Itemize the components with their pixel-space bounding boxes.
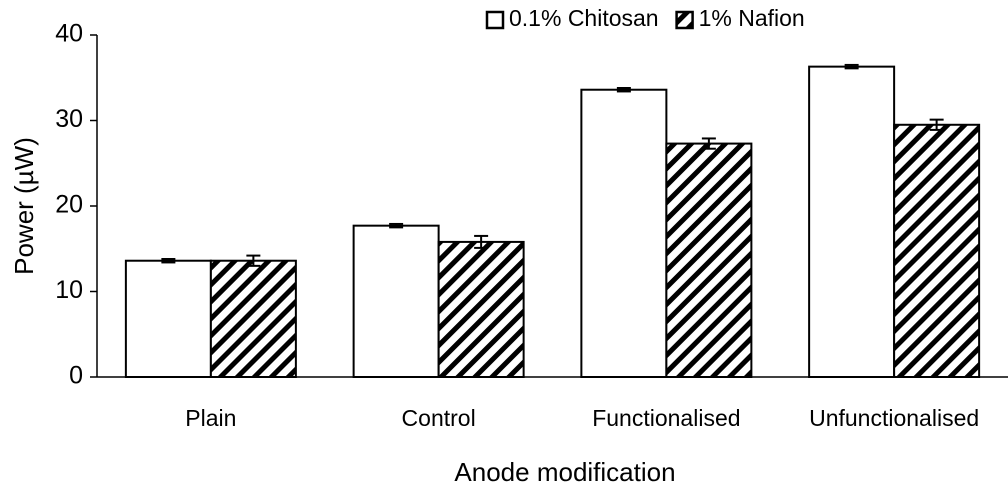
x-tick-label: Functionalised bbox=[592, 405, 740, 431]
bar bbox=[580, 88, 668, 378]
bar bbox=[665, 142, 753, 378]
bar bbox=[352, 224, 440, 378]
error-bar bbox=[701, 137, 716, 150]
error-bar bbox=[844, 63, 859, 70]
error-bar bbox=[246, 254, 261, 267]
bar bbox=[808, 65, 896, 378]
error-bar bbox=[929, 118, 944, 131]
y-tick-label: 40 bbox=[55, 20, 83, 48]
legend-swatch bbox=[675, 10, 694, 30]
y-tick-label: 30 bbox=[55, 105, 83, 133]
x-tick-label: Control bbox=[402, 405, 476, 431]
y-axis-label: Power (µW) bbox=[9, 137, 39, 275]
bar bbox=[437, 240, 525, 378]
legend-swatch bbox=[485, 10, 505, 30]
bar bbox=[209, 259, 297, 378]
bar bbox=[893, 123, 981, 379]
error-bar bbox=[161, 258, 176, 264]
error-bar bbox=[474, 234, 489, 249]
error-bar bbox=[616, 87, 631, 93]
y-tick-label: 20 bbox=[55, 191, 83, 219]
y-tick-label: 10 bbox=[55, 276, 83, 304]
y-tick-label: 0 bbox=[69, 362, 83, 390]
x-axis-label: Anode modification bbox=[454, 457, 675, 487]
x-tick-label: Unfunctionalised bbox=[809, 405, 979, 431]
bar bbox=[124, 259, 212, 378]
error-bar bbox=[389, 222, 404, 229]
x-tick-label: Plain bbox=[185, 405, 236, 431]
legend-label: 1% Nafion bbox=[699, 5, 805, 31]
legend-label: 0.1% Chitosan bbox=[509, 5, 659, 31]
